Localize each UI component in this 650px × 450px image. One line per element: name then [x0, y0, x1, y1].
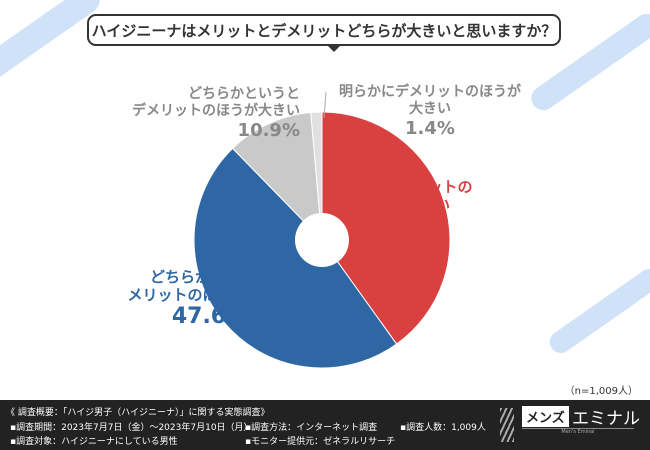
label-somewhat-demerit: どちらかというと デメリットのほうが大きい 10.9% — [132, 86, 300, 141]
survey-title: 《 調査概要：「ハイジ男子（ハイジニーナ）」に関する実態調査》 — [6, 408, 270, 418]
question-bubble: ハイジニーナはメリットとデメリットどちらが大きいと思いますか？ — [87, 14, 561, 52]
label-clear-merit: 明らかにメリットの ほうが大きい 40.1% — [337, 178, 473, 239]
leader-line — [323, 91, 327, 119]
pie-slice-somewhat-demerit — [231, 111, 323, 242]
label-somewhat-merit: どちらかというと メリットのほうが大きい 47.6% — [127, 268, 293, 329]
label-clear-demerit: 明らかにデメリットのほうが大きい 1.4% — [339, 84, 521, 139]
brand-logo: メンズ エミナル Men's Eminal — [500, 406, 640, 444]
survey-period: ▪調査期間：2023年7月7日（金）～2023年7月10日（月） — [10, 423, 253, 433]
pie-slice-somewhat-merit — [193, 147, 398, 369]
footer: 《 調査概要：「ハイジ男子（ハイジニーナ）」に関する実態調査》 ▪調査期間：20… — [0, 400, 650, 450]
pie-slice-clear-merit — [321, 111, 451, 345]
survey-count: ▪調査人数：1,009人 — [400, 423, 486, 433]
chart-title: ハイジニーナはメリットとデメリットどちらが大きいと思いますか？ — [91, 21, 557, 40]
survey-method: ▪調査方法：インターネット調査 — [245, 423, 378, 433]
survey-target: ▪調査対象：ハイジニーナにしている男性 — [10, 437, 178, 447]
donut-hole — [295, 213, 349, 267]
survey-provider: ▪モニター提供元：ゼネラルリサーチ — [245, 437, 396, 447]
sample-size: （n=1,009人） — [564, 386, 638, 397]
pie-slice-clear-demerit — [310, 111, 323, 241]
